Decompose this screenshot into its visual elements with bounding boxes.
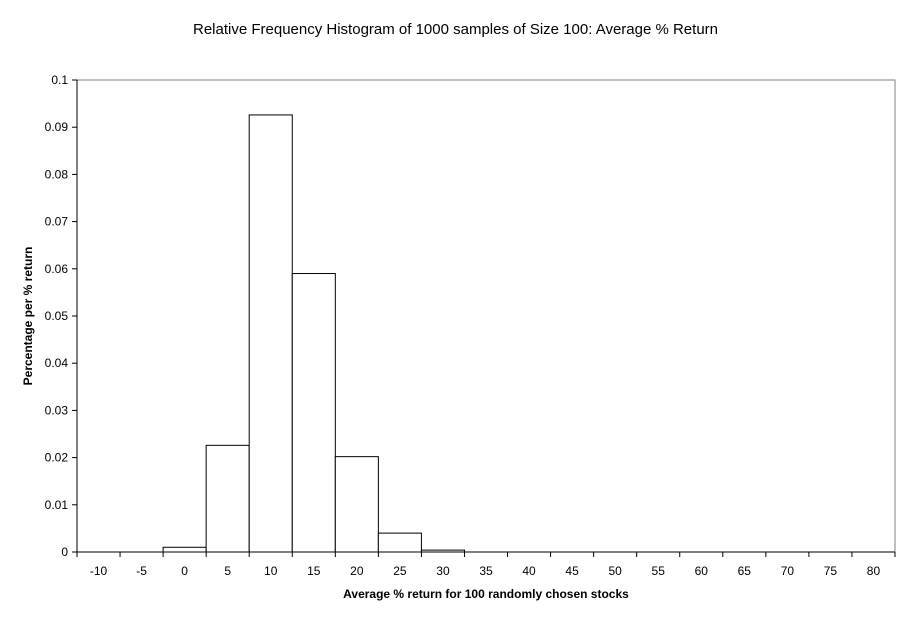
x-tick-label: 25 (393, 564, 407, 578)
y-tick-label: 0.01 (45, 498, 69, 512)
y-tick-label: 0.08 (45, 167, 69, 181)
x-tick-label: 75 (824, 564, 838, 578)
y-tick-label: 0.04 (45, 356, 69, 370)
y-tick-label: 0.1 (51, 73, 68, 87)
x-tick-label: 70 (781, 564, 795, 578)
x-tick-label: 10 (264, 564, 278, 578)
x-tick-label: 45 (565, 564, 579, 578)
y-tick-label: 0.06 (45, 262, 69, 276)
x-tick-label: -10 (90, 564, 108, 578)
chart-title: Relative Frequency Histogram of 1000 sam… (193, 21, 718, 38)
y-axis-label: Percentage per % return (21, 247, 35, 386)
histogram-bars (162, 114, 465, 553)
x-tick-label: 60 (695, 564, 709, 578)
y-tick-label: 0.03 (45, 403, 69, 417)
plot-area-border (76, 79, 896, 553)
histogram-bar (334, 456, 379, 553)
x-tick-label: -5 (136, 564, 147, 578)
histogram-bar (162, 546, 207, 553)
y-tick-label: 0 (61, 545, 68, 559)
y-axis: 0 0.01 0.02 0.03 0.04 0.05 0.06 0.07 0.08 0.09 0.1 (45, 73, 78, 559)
x-tick-label: 50 (608, 564, 622, 578)
x-tick-label: 15 (307, 564, 321, 578)
plot-frame (76, 79, 896, 553)
x-tick-label: 5 (224, 564, 231, 578)
y-tick-label: 0.09 (45, 120, 69, 134)
x-tick-label: 65 (738, 564, 752, 578)
x-tick-label: 0 (181, 564, 188, 578)
histogram-bar (205, 444, 250, 553)
x-tick-label: 55 (652, 564, 666, 578)
x-tick-label: 80 (867, 564, 881, 578)
x-tick-label: 35 (479, 564, 493, 578)
y-tick-label: 0.02 (45, 451, 69, 465)
x-axis-label: Average % return for 100 randomly chosen… (343, 587, 629, 601)
histogram-bar (248, 114, 293, 553)
histogram-bar (377, 532, 422, 553)
y-tick-label: 0.05 (45, 309, 69, 323)
y-tick-label: 0.07 (45, 215, 69, 229)
x-tick-label: 20 (350, 564, 364, 578)
x-tick-label: 40 (522, 564, 536, 578)
histogram-bar (291, 273, 336, 553)
x-tick-label: 30 (436, 564, 450, 578)
x-axis: -10 -5 0 5 10 15 20 25 30 35 40 45 50 55 60 65 70 75 80 (76, 551, 896, 578)
